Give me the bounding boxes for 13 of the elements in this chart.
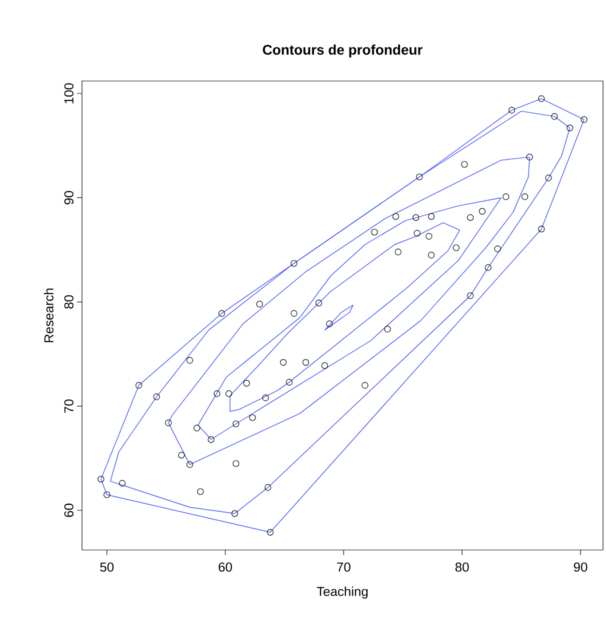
x-tick-label: 50 [100, 562, 114, 572]
x-tick-label: 70 [337, 562, 350, 572]
x-axis-title: Teaching [316, 586, 368, 599]
chart-title: Contours de profondeur [262, 44, 422, 58]
x-tick-label: 80 [455, 562, 469, 572]
y-tick-label: 60 [64, 504, 74, 517]
x-tick-label: 60 [218, 562, 232, 572]
y-tick-label: 100 [64, 83, 74, 104]
y-tick-label: 90 [64, 191, 74, 204]
y-tick-label: 70 [64, 399, 74, 413]
x-tick-label: 90 [574, 562, 588, 572]
y-tick-label: 80 [64, 295, 74, 309]
y-axis-title: Research [44, 288, 54, 342]
